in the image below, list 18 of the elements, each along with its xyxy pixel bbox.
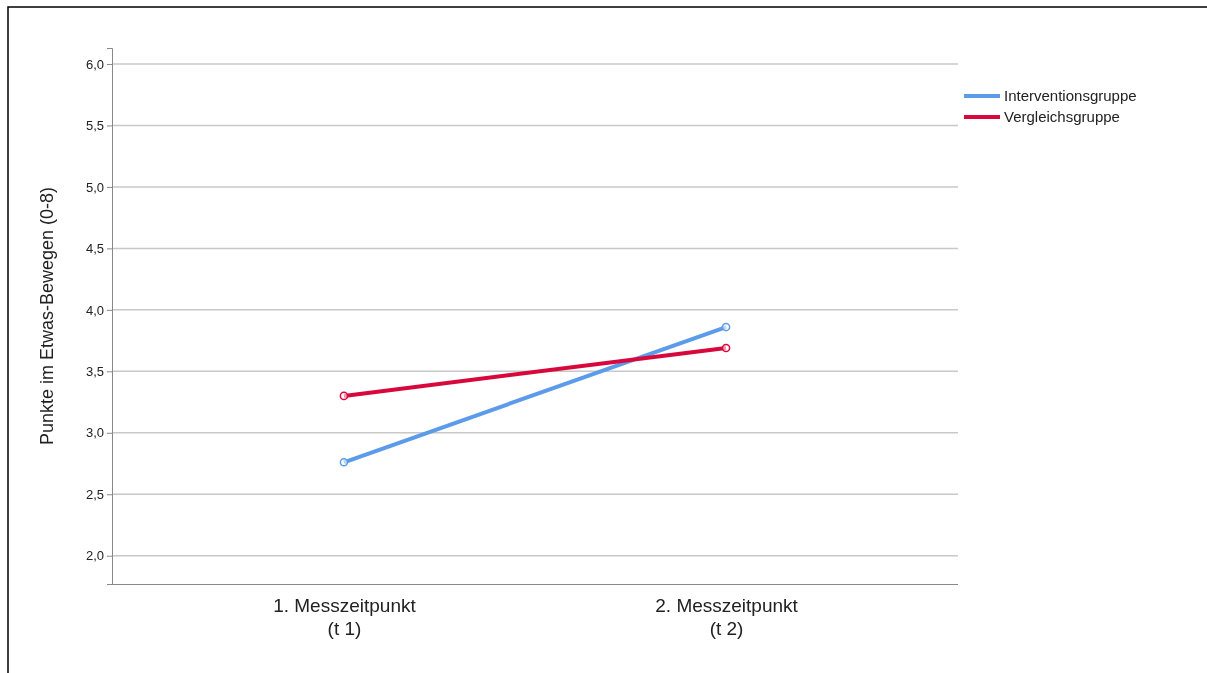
y-tick-label: 4,0 [85,302,104,318]
y-tick-label: 3,0 [85,425,104,441]
point [721,343,731,353]
legend-label: Interventionsgruppe [1004,87,1137,104]
y-tick-label: 3,5 [85,363,104,379]
y-tick-label: 5,0 [85,179,104,195]
y-axis-title: Punkte im Etwas-Bewegen (0-8) [37,186,57,446]
y-tick-label: 5,5 [85,118,104,134]
point [339,457,349,467]
y-tick-label: 4,5 [85,241,104,257]
y-tick-label: 2,0 [85,548,104,564]
x-tick-label: 1. Messzeitpunkt (t 1) [273,595,417,639]
point [721,322,731,332]
point [339,391,349,401]
y-tick-label: 2,5 [85,486,104,502]
y-tick-label: 6,0 [85,56,104,72]
legend-label: Vergleichsgruppe [1004,108,1120,125]
x-tick-label: 2. Messzeitpunkt (t 2) [655,595,799,639]
